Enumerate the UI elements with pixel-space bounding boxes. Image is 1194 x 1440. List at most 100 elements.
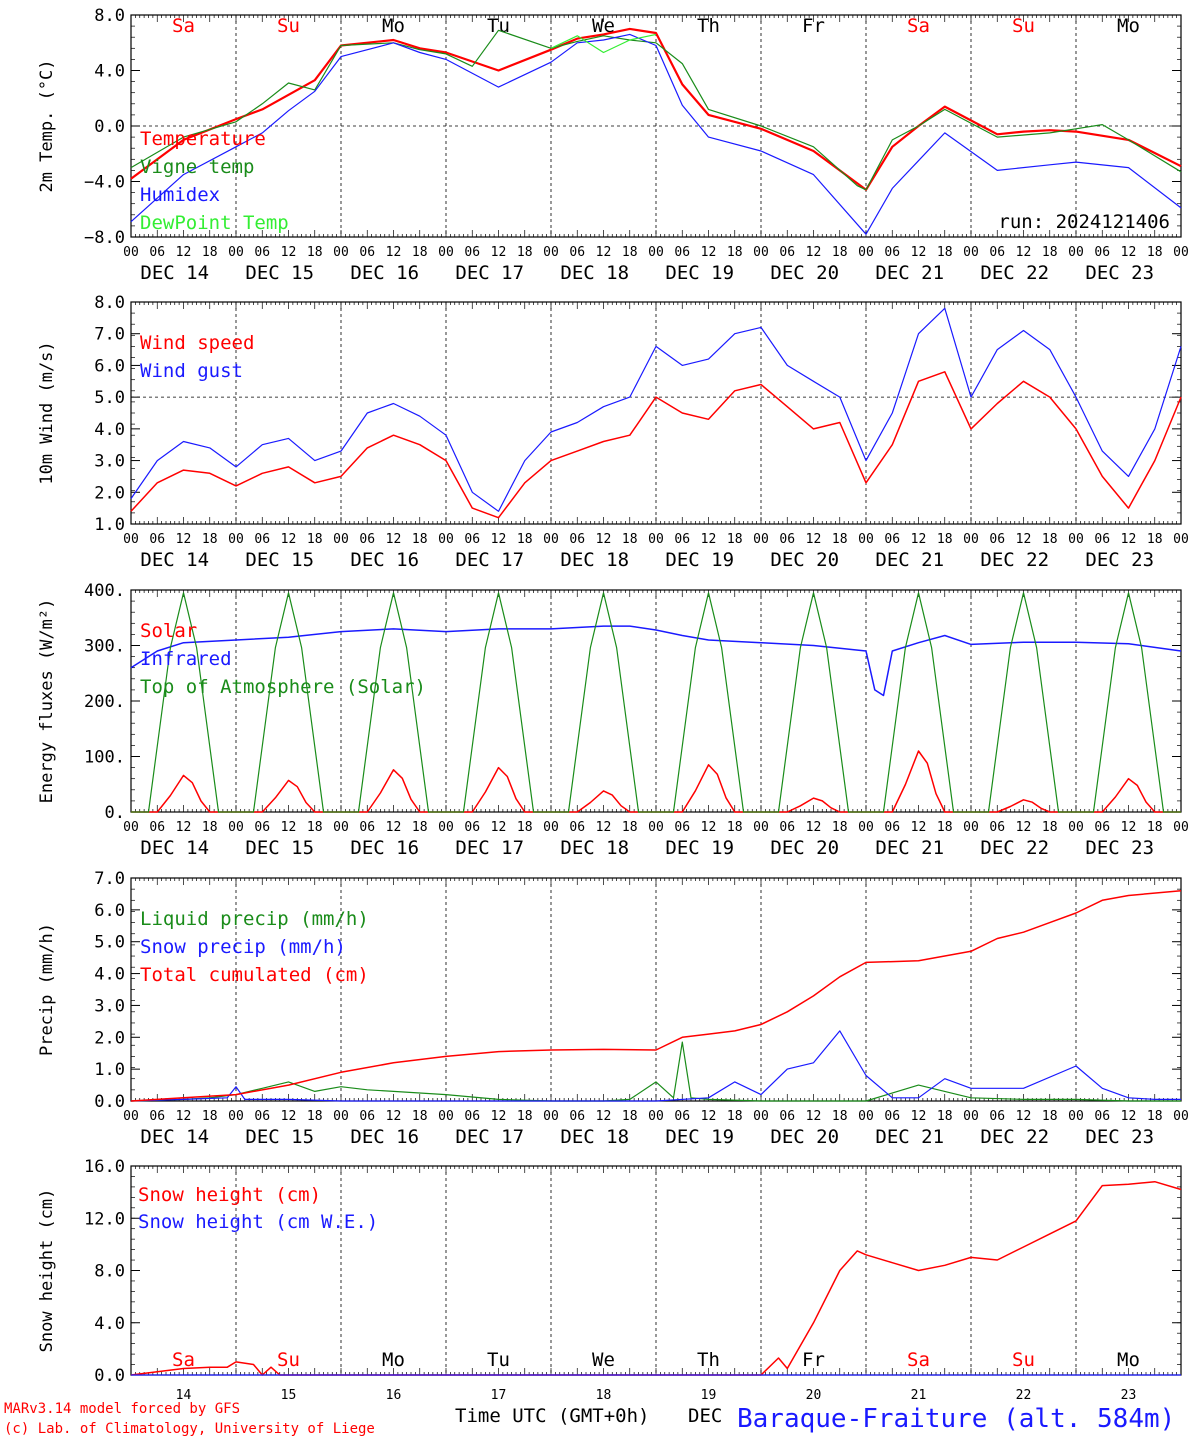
hour-tick-label: 12 bbox=[911, 245, 927, 260]
weekday-label: We bbox=[592, 1349, 615, 1371]
hour-tick-label: 18 bbox=[307, 820, 323, 835]
month-label: DEC bbox=[688, 1405, 722, 1427]
date-label: DEC 18 bbox=[560, 837, 629, 859]
hour-tick-label: 18 bbox=[517, 245, 533, 260]
hour-tick-label: 06 bbox=[674, 532, 690, 547]
date-label: DEC 18 bbox=[560, 262, 629, 284]
hour-tick-label: 12 bbox=[1121, 1109, 1137, 1124]
date-label: DEC 17 bbox=[455, 549, 524, 571]
y-tick-label: −8.0 bbox=[84, 228, 125, 248]
hour-tick-label: 12 bbox=[1121, 245, 1137, 260]
hour-tick-label: 12 bbox=[806, 245, 822, 260]
weekday-label: Sa bbox=[172, 15, 195, 37]
hour-tick-label: 12 bbox=[281, 245, 297, 260]
hour-tick-label: 00 bbox=[543, 245, 559, 260]
series-line bbox=[550, 33, 657, 54]
y-tick-label: 200. bbox=[84, 692, 125, 712]
legend-entry: Wind gust bbox=[140, 360, 243, 382]
date-label: DEC 17 bbox=[455, 837, 524, 859]
hour-tick-label: 00 bbox=[1068, 245, 1084, 260]
hour-tick-label: 12 bbox=[491, 532, 507, 547]
date-label: DEC 22 bbox=[980, 1126, 1049, 1148]
date-label: DEC 20 bbox=[770, 1126, 839, 1148]
hour-tick-label: 00 bbox=[1173, 245, 1189, 260]
hour-tick-label: 00 bbox=[228, 820, 244, 835]
hour-tick-label: 18 bbox=[412, 1109, 428, 1124]
hour-tick-label: 12 bbox=[1016, 1109, 1032, 1124]
hour-tick-label: 00 bbox=[438, 820, 454, 835]
y-axis-label: Snow height (cm) bbox=[37, 1189, 57, 1353]
legend-entry: Wind speed bbox=[140, 332, 254, 354]
day-number-label: 18 bbox=[596, 1388, 612, 1403]
day-number-label: 16 bbox=[386, 1388, 402, 1403]
legend-entry: DewPoint Temp bbox=[140, 212, 289, 234]
date-label: DEC 14 bbox=[140, 262, 209, 284]
legend-entry: Snow height (cm) bbox=[138, 1184, 321, 1206]
weekday-label: Mo bbox=[1117, 1349, 1140, 1371]
hour-tick-label: 12 bbox=[176, 820, 192, 835]
series-line bbox=[130, 371, 1182, 519]
hour-tick-label: 12 bbox=[701, 532, 717, 547]
hour-tick-label: 06 bbox=[254, 532, 270, 547]
y-tick-label: 300. bbox=[84, 637, 125, 657]
y-tick-label: 6.0 bbox=[94, 356, 125, 376]
hour-tick-label: 12 bbox=[596, 820, 612, 835]
hour-tick-label: 12 bbox=[701, 820, 717, 835]
hour-tick-label: 18 bbox=[937, 532, 953, 547]
date-label: DEC 19 bbox=[665, 262, 734, 284]
hour-tick-label: 06 bbox=[779, 1109, 795, 1124]
weekday-label: We bbox=[592, 15, 615, 37]
hour-tick-label: 12 bbox=[281, 820, 297, 835]
station-title: Baraque-Fraiture (alt. 584m) bbox=[737, 1404, 1175, 1434]
legend-entry: Snow height (cm W.E.) bbox=[138, 1211, 378, 1233]
hour-tick-label: 18 bbox=[937, 820, 953, 835]
date-label: DEC 23 bbox=[1085, 262, 1154, 284]
hour-tick-label: 06 bbox=[569, 532, 585, 547]
hour-tick-label: 18 bbox=[412, 532, 428, 547]
hour-tick-label: 18 bbox=[412, 245, 428, 260]
y-tick-label: 8.0 bbox=[94, 6, 125, 26]
hour-tick-label: 12 bbox=[911, 1109, 927, 1124]
hour-tick-label: 18 bbox=[412, 820, 428, 835]
hour-tick-label: 06 bbox=[884, 820, 900, 835]
y-tick-label: 1.0 bbox=[94, 515, 125, 535]
legend-entry: Total cumulated (cm) bbox=[140, 964, 369, 986]
hour-tick-label: 00 bbox=[963, 1109, 979, 1124]
date-label: DEC 16 bbox=[350, 549, 419, 571]
hour-tick-label: 06 bbox=[254, 820, 270, 835]
hour-tick-label: 00 bbox=[858, 245, 874, 260]
y-tick-label: 3.0 bbox=[94, 452, 125, 472]
date-label: DEC 23 bbox=[1085, 549, 1154, 571]
hour-tick-label: 06 bbox=[149, 532, 165, 547]
hour-tick-label: 06 bbox=[989, 1109, 1005, 1124]
legend-entry: Liquid precip (mm/h) bbox=[140, 908, 369, 930]
hour-tick-label: 06 bbox=[1094, 245, 1110, 260]
hour-tick-label: 00 bbox=[753, 820, 769, 835]
date-label: DEC 21 bbox=[875, 262, 944, 284]
hour-tick-label: 06 bbox=[569, 820, 585, 835]
hour-tick-label: 18 bbox=[1042, 1109, 1058, 1124]
hour-tick-label: 18 bbox=[1147, 245, 1163, 260]
y-tick-label: 5.0 bbox=[94, 388, 125, 408]
hour-tick-label: 12 bbox=[701, 1109, 717, 1124]
weekday-label: Mo bbox=[382, 15, 405, 37]
day-number-label: 17 bbox=[491, 1388, 507, 1403]
lab-credit: (c) Lab. of Climatology, University of L… bbox=[4, 1421, 375, 1437]
y-tick-label: 12.0 bbox=[84, 1209, 125, 1229]
hour-tick-label: 06 bbox=[779, 820, 795, 835]
date-label: DEC 16 bbox=[350, 262, 419, 284]
hour-tick-label: 18 bbox=[832, 245, 848, 260]
date-label: DEC 19 bbox=[665, 1126, 734, 1148]
legend-entry: Vigne temp bbox=[140, 156, 254, 178]
hour-tick-label: 18 bbox=[1147, 820, 1163, 835]
hour-tick-label: 12 bbox=[1121, 820, 1137, 835]
hour-tick-label: 06 bbox=[674, 820, 690, 835]
hour-tick-label: 00 bbox=[963, 820, 979, 835]
y-tick-label: 0.0 bbox=[94, 117, 125, 137]
legend-entry: Temperature bbox=[140, 128, 266, 150]
weekday-label: Sa bbox=[172, 1349, 195, 1371]
weekday-label: Th bbox=[697, 1349, 720, 1371]
date-label: DEC 17 bbox=[455, 262, 524, 284]
date-label: DEC 21 bbox=[875, 1126, 944, 1148]
